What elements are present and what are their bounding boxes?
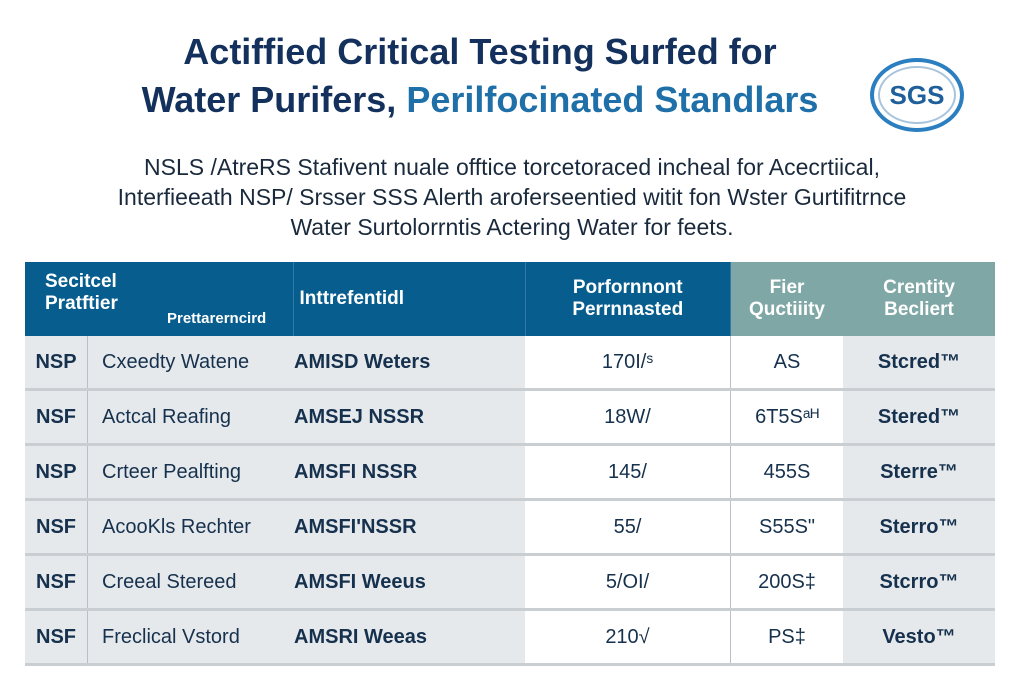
cell-code: NSP xyxy=(25,444,88,501)
cell-name: Freclical Vstord xyxy=(87,609,293,666)
cell-qual: PS‡ xyxy=(730,609,843,666)
header-label: Secitcel Pratftier xyxy=(45,271,118,314)
cell-name: Actcal Reafing xyxy=(87,389,293,446)
cell-qual: 200S‡ xyxy=(730,554,843,611)
cell-std: AMSEJ NSSR xyxy=(293,389,525,446)
table-header: Secitcel Pratftier Prettarerncird Inttref… xyxy=(25,262,995,336)
cell-cert: Sterro™ xyxy=(843,499,995,556)
cell-perf: 170I/ˢ xyxy=(525,336,731,391)
cell-qual: AS xyxy=(730,336,843,391)
title-line1: Actiffied Critical Testing Surfed for xyxy=(183,31,777,72)
cell-perf: 18W/ xyxy=(525,389,731,446)
standards-table: Secitcel Pratftier Prettarerncird Inttref… xyxy=(25,262,995,666)
title-line2a: Water Purifers, xyxy=(141,79,407,120)
cell-code: NSF xyxy=(25,389,88,446)
page-title: Actiffied Critical Testing Surfed for Wat… xyxy=(0,28,960,124)
cell-name: AcooKls Rechter xyxy=(87,499,293,556)
cell-code: NSF xyxy=(25,499,88,556)
cell-std: AMSFI Weeus xyxy=(293,554,525,611)
cell-cert: Stcred™ xyxy=(843,336,995,391)
header-col5: Crentity Becliert xyxy=(843,262,995,336)
cell-std: AMISD Weters xyxy=(293,336,525,391)
cell-cert: Vesto™ xyxy=(843,609,995,666)
cell-std: AMSFI'NSSR xyxy=(293,499,525,556)
header-col4: Fier Quctiiity xyxy=(730,262,843,336)
cell-std: AMSFI NSSR xyxy=(293,444,525,501)
cell-perf: 210√ xyxy=(525,609,731,666)
header-col2: Inttrefentidl xyxy=(293,262,526,336)
table-row: NSP Crteer Pealfting AMSFI NSSR 145/455S Ste… xyxy=(25,444,995,501)
cell-code: NSF xyxy=(25,554,88,611)
subtitle: NSLS /AtreRS Stafivent nuale offtice tor… xyxy=(0,152,1024,242)
table-row: NSF Freclical Vstord AMSRI Weeas 210√ PS‡ Ves… xyxy=(25,609,995,666)
subtitle-line: NSLS /AtreRS Stafivent nuale offtice tor… xyxy=(144,154,880,180)
table-row: NSF Creeal Stereed AMSFI Weeus 5/OI/200S‡ St… xyxy=(25,554,995,611)
cell-qual: 6T5Sᵃᴴ xyxy=(730,389,843,446)
sgs-logo: SGS xyxy=(870,58,964,132)
cell-cert: Sterre™ xyxy=(843,444,995,501)
header-col3: Porfornnont Perrnnasted xyxy=(525,262,731,336)
cell-perf: 5/OI/ xyxy=(525,554,731,611)
table-row: NSF Actcal Reafing AMSEJ NSSR 18W/6T5Sᵃᴴ Ste… xyxy=(25,389,995,446)
header-sublabel: Prettarerncird xyxy=(167,310,267,327)
cell-name: Creeal Stereed xyxy=(87,554,293,611)
logo-text: SGS xyxy=(889,79,945,110)
cell-std: AMSRI Weeas xyxy=(293,609,525,666)
cell-cert: Stered™ xyxy=(843,389,995,446)
cell-perf: 145/ xyxy=(525,444,731,501)
table-row: NSP Cxeedty Watene AMISD Weters 170I/ˢ AS Stc… xyxy=(25,336,995,391)
cell-qual: S55S" xyxy=(730,499,843,556)
title-line2b: Perilfocinated Standlars xyxy=(406,79,819,120)
cell-name: Crteer Pealfting xyxy=(87,444,293,501)
cell-perf: 55/ xyxy=(525,499,731,556)
table-row: NSF AcooKls Rechter AMSFI'NSSR 55/S55S" Ster… xyxy=(25,499,995,556)
header-col1: Secitcel Pratftier Prettarerncird xyxy=(25,262,294,336)
cell-code: NSP xyxy=(25,336,88,391)
cell-code: NSF xyxy=(25,609,88,666)
subtitle-line: Interfieeath NSP/ Srsser SSS Alerth arof… xyxy=(117,184,907,210)
cell-qual: 455S xyxy=(730,444,843,501)
subtitle-line: Water Surtolorrntis Actering Water for f… xyxy=(290,214,734,240)
cell-cert: Stcrro™ xyxy=(843,554,995,611)
cell-name: Cxeedty Watene xyxy=(87,336,293,391)
